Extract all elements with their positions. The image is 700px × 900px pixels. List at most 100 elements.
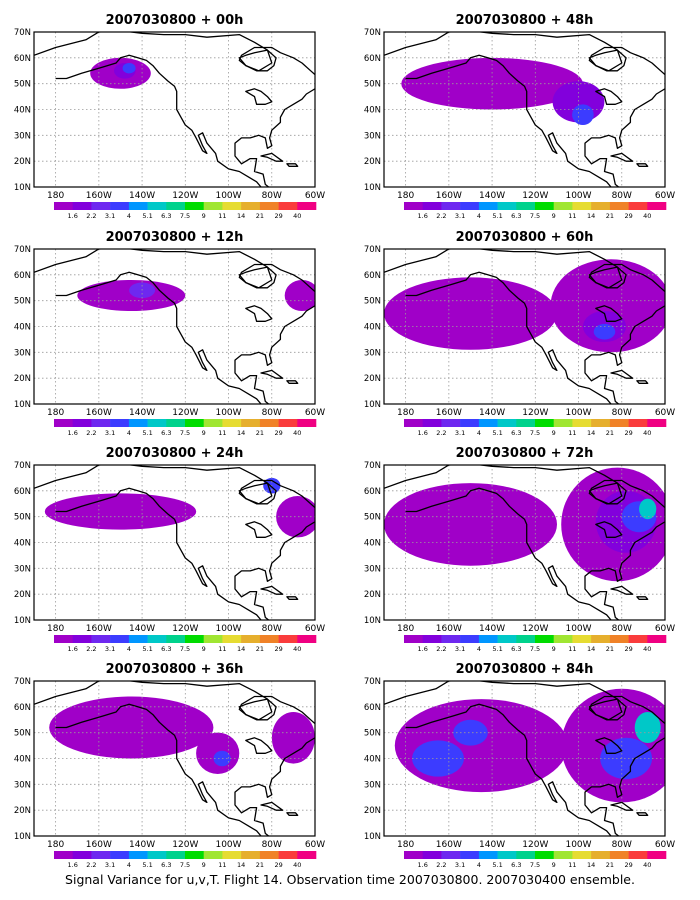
colorbar-swatch <box>297 635 317 643</box>
lat-tick-label: 30N <box>364 564 381 574</box>
colorbar-swatch <box>591 202 611 210</box>
colorbar-swatch <box>404 202 423 210</box>
coastline <box>610 152 634 162</box>
colorbar-label: 21 <box>256 429 264 437</box>
colorbar-swatch <box>91 851 111 859</box>
coastline <box>610 801 634 811</box>
lon-tick-label: 120W <box>522 191 548 201</box>
colorbar-label: 5.1 <box>492 429 502 437</box>
colorbar-label: 6.3 <box>511 861 521 869</box>
variance-contour <box>550 259 665 353</box>
lon-tick-label: 100W <box>215 624 241 634</box>
colorbar-label: 3.1 <box>105 429 115 437</box>
panel-grid: 2007030800 + 00h 10N 20N 30N 40N 50N 60N 70N 180… <box>14 13 675 869</box>
lon-tick-label: 140W <box>479 191 505 201</box>
colorbar-label: 2.2 <box>436 212 446 220</box>
colorbar-swatch <box>91 202 111 210</box>
colorbar-label: 6.3 <box>511 429 521 437</box>
lon-tick-label: 80W <box>612 408 632 418</box>
lon-tick-label: 80W <box>262 624 282 634</box>
variance-contour <box>77 280 186 311</box>
colorbar-label: 3.1 <box>105 861 115 869</box>
colorbar-label: 11 <box>568 861 576 869</box>
colorbar-label: 11 <box>218 861 226 869</box>
coastline <box>238 482 277 505</box>
lat-tick-label: 70N <box>364 28 381 38</box>
lon-tick-label: 80W <box>262 191 282 201</box>
colorbar-label: 40 <box>293 861 301 869</box>
colorbar-swatch <box>203 635 223 643</box>
map-frame <box>383 464 666 621</box>
lat-tick-label: 60N <box>364 271 381 281</box>
lon-tick-label: 160W <box>86 624 112 634</box>
colorbar-swatch <box>516 419 536 427</box>
colorbar-label: 4 <box>477 645 481 653</box>
coastline <box>238 49 277 72</box>
colorbar-swatch <box>460 419 480 427</box>
colorbar-swatch <box>404 635 423 643</box>
map-frame <box>33 680 316 837</box>
colorbar-swatch <box>185 851 204 859</box>
lat-tick-label: 40N <box>14 755 31 765</box>
colorbar-swatch <box>609 851 629 859</box>
colorbar-label: 40 <box>643 429 651 437</box>
variance-contour <box>271 712 315 764</box>
colorbar-label: 5.1 <box>492 212 502 220</box>
lon-tick-label: 100W <box>215 191 241 201</box>
lat-tick-label: 10N <box>14 832 31 842</box>
colorbar-swatch <box>278 635 298 643</box>
colorbar-label: 40 <box>293 212 301 220</box>
lat-tick-label: 70N <box>364 245 381 255</box>
lon-tick-label: 140W <box>129 840 155 850</box>
colorbar-swatch <box>553 202 573 210</box>
lon-tick-label: 120W <box>172 408 198 418</box>
colorbar-label: 21 <box>606 861 614 869</box>
colorbar-label: 21 <box>256 861 264 869</box>
colorbar-label: 21 <box>256 645 264 653</box>
colorbar-label: 40 <box>643 645 651 653</box>
lat-tick-label: 50N <box>14 729 31 739</box>
coastline <box>610 585 634 595</box>
colorbar-label: 11 <box>218 429 226 437</box>
colorbar-swatch <box>535 202 554 210</box>
map-plot-area <box>384 249 665 404</box>
map-panel: 2007030800 + 12h 10N 20N 30N 40N 50N 60N 70N 180… <box>14 230 325 437</box>
lon-tick-label: 100W <box>215 840 241 850</box>
colorbar-swatch <box>516 635 536 643</box>
lon-tick-label: 180 <box>47 191 64 201</box>
coastline <box>260 585 284 595</box>
colorbar-label: 21 <box>606 212 614 220</box>
map-frame <box>33 464 316 621</box>
colorbar-label: 4 <box>477 861 481 869</box>
lon-tick-label: 120W <box>172 624 198 634</box>
colorbar-label: 1.6 <box>418 429 428 437</box>
colorbar-swatch <box>203 202 223 210</box>
colorbar-swatch <box>278 202 298 210</box>
colorbar-swatch <box>147 419 167 427</box>
lon-tick-label: 100W <box>565 191 591 201</box>
colorbar-label: 21 <box>606 429 614 437</box>
colorbar-label: 14 <box>587 861 595 869</box>
lat-tick-label: 40N <box>14 323 31 333</box>
colorbar-swatch <box>110 419 130 427</box>
colorbar-label: 2.2 <box>436 429 446 437</box>
colorbar-swatch <box>628 851 648 859</box>
colorbar-label: 2.2 <box>86 429 96 437</box>
coastline <box>245 521 273 538</box>
colorbar-label: 6.3 <box>161 645 171 653</box>
lat-tick-label: 20N <box>364 590 381 600</box>
colorbar-label: 5.1 <box>492 645 502 653</box>
colorbar-label: 4 <box>127 861 131 869</box>
coastline <box>588 49 627 72</box>
lon-tick-label: 100W <box>565 840 591 850</box>
map-frame <box>383 248 666 405</box>
coastline <box>595 305 623 322</box>
colorbar-label: 29 <box>274 429 282 437</box>
lat-tick-label: 70N <box>14 461 31 471</box>
colorbar-swatch <box>185 419 204 427</box>
figure-caption: Signal Variance for u,v,T. Flight 14. Ob… <box>65 872 635 887</box>
colorbar-swatch <box>460 635 480 643</box>
colorbar-label: 29 <box>274 212 282 220</box>
coastline <box>595 737 623 754</box>
